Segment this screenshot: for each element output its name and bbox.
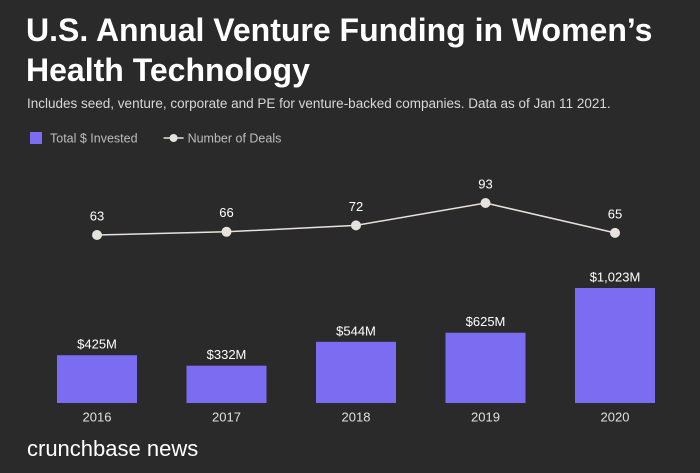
data-label: 93	[478, 176, 492, 191]
line-point	[221, 226, 232, 237]
legend-label: Number of Deals	[188, 131, 282, 145]
bar	[186, 365, 267, 403]
data-label: $332M	[207, 347, 247, 362]
brand: crunchbase news	[27, 436, 198, 461]
x-tick-label: 2016	[83, 409, 112, 424]
bar	[445, 332, 526, 403]
chart-title: U.S. Annual Venture Funding in Women’s H…	[26, 12, 653, 88]
chart-subtitle: Includes seed, venture, corporate and PE…	[27, 96, 611, 111]
x-tick-label: 2019	[471, 409, 500, 424]
data-label: $544M	[336, 323, 376, 338]
line-point	[92, 230, 102, 240]
line-point	[480, 198, 491, 208]
data-label: $1,023M	[590, 269, 641, 284]
data-label: 72	[349, 199, 363, 214]
data-label: $425M	[77, 337, 117, 352]
line-point	[610, 227, 620, 238]
data-label: $625M	[466, 314, 506, 329]
line-point	[351, 220, 361, 231]
legend-marker	[169, 134, 178, 142]
x-tick-label: 2020	[601, 409, 630, 424]
bar	[316, 341, 396, 403]
x-tick-label: 2018	[342, 409, 371, 424]
x-tick-label: 2017	[212, 409, 241, 424]
bar	[57, 355, 137, 403]
bar	[575, 288, 655, 403]
data-label: 63	[90, 208, 104, 223]
legend-swatch	[30, 132, 42, 144]
data-label: 66	[219, 205, 233, 220]
legend-label: Total $ Invested	[50, 131, 138, 145]
data-label: 65	[608, 206, 622, 221]
